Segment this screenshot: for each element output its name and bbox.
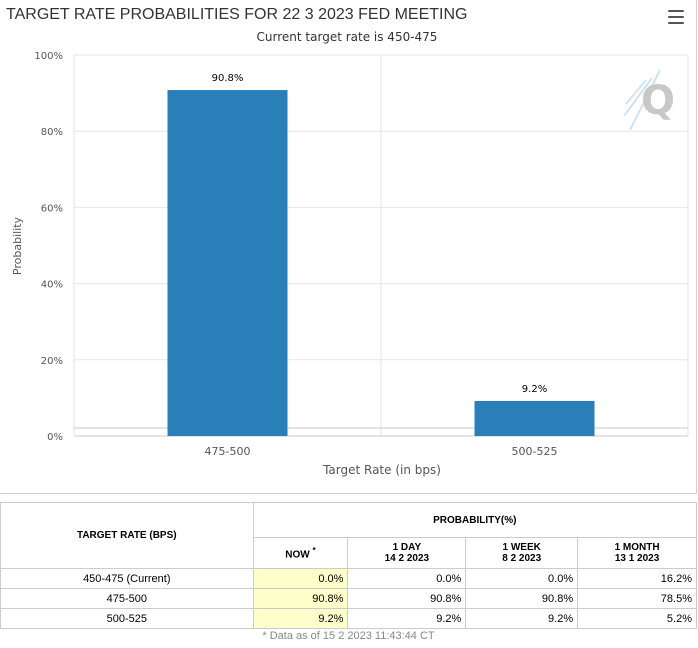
row-rate: 500-525 xyxy=(0,608,254,629)
col-1month: 1 MONTH 13 1 2023 xyxy=(577,537,697,569)
cell-1day: 90.8% xyxy=(347,588,467,609)
data-label: 90.8% xyxy=(212,73,244,84)
col-1week-date: 8 2 2023 xyxy=(502,553,542,564)
cell-now: 90.8% xyxy=(252,588,349,609)
table-row: 450-475 (Current) 0.0% 0.0% 0.0% 16.2% xyxy=(0,568,697,589)
quandl-logo: Q xyxy=(623,69,675,131)
cell-1week: 9.2% xyxy=(465,608,579,629)
cell-1month: 5.2% xyxy=(577,608,697,629)
cell-1day: 9.2% xyxy=(347,608,467,629)
col-1week: 1 WEEK 8 2 2023 xyxy=(465,537,579,569)
chart-svg: TARGET RATE PROBABILITIES FOR 22 3 2023 … xyxy=(6,6,689,477)
x-tick-label: 500-525 xyxy=(512,445,558,458)
col-1month-title: 1 MONTH xyxy=(614,542,660,553)
rate-header: TARGET RATE (BPS) xyxy=(0,502,254,569)
probability-table: TARGET RATE (BPS) PROBABILITY(%) NOW * 1… xyxy=(0,502,698,629)
data-label: 9.2% xyxy=(522,384,547,395)
chart-title: TARGET RATE PROBABILITIES FOR 22 3 2023 … xyxy=(6,6,467,23)
cell-1month: 16.2% xyxy=(577,568,697,589)
col-1day-date: 14 2 2023 xyxy=(384,553,430,564)
cell-1week: 90.8% xyxy=(465,588,579,609)
col-1day: 1 DAY 14 2 2023 xyxy=(347,537,467,569)
y-tick-label: 80% xyxy=(41,127,63,138)
y-tick-label: 20% xyxy=(41,356,63,367)
y-axis-ticks: 0% 20% 40% 60% 80% 100% xyxy=(34,51,63,443)
cell-now: 0.0% xyxy=(252,568,349,589)
probability-header: PROBABILITY(%) xyxy=(252,502,698,538)
col-now-mark: * xyxy=(312,545,316,556)
y-tick-label: 100% xyxy=(34,51,63,62)
cell-1month: 78.5% xyxy=(577,588,697,609)
x-axis-ticks: 475-500 500-525 xyxy=(205,445,558,458)
y-axis-label: Probability xyxy=(11,216,24,275)
y-tick-label: 60% xyxy=(41,203,63,214)
x-tick-label: 475-500 xyxy=(205,445,251,458)
bars: 90.8% 9.2% xyxy=(167,73,595,436)
col-1month-date: 13 1 2023 xyxy=(614,553,660,564)
x-axis-label: Target Rate (in bps) xyxy=(322,463,441,477)
y-tick-label: 40% xyxy=(41,280,63,291)
col-now: NOW * xyxy=(252,537,349,569)
bar-500-525[interactable] xyxy=(474,400,595,436)
chart-panel: TARGET RATE PROBABILITIES FOR 22 3 2023 … xyxy=(0,0,697,494)
col-now-label: NOW xyxy=(285,549,310,561)
grid-lines xyxy=(73,54,689,437)
cell-1day: 0.0% xyxy=(347,568,467,589)
hamburger-menu-icon[interactable] xyxy=(668,10,684,24)
y-tick-label: 0% xyxy=(47,432,63,443)
watermark-letter: Q xyxy=(641,78,675,124)
cell-now: 9.2% xyxy=(252,608,349,629)
col-1week-title: 1 WEEK xyxy=(502,542,541,553)
bar-475-500[interactable] xyxy=(167,90,288,436)
footnote: * Data as of 15 2 2023 11:43:44 CT xyxy=(262,630,435,642)
table-row: 500-525 9.2% 9.2% 9.2% 5.2% xyxy=(0,608,697,629)
chart-subtitle: Current target rate is 450-475 xyxy=(257,30,438,44)
row-rate: 450-475 (Current) xyxy=(0,568,254,589)
col-1day-title: 1 DAY xyxy=(392,542,422,553)
cell-1week: 0.0% xyxy=(465,568,579,589)
table-row: 475-500 90.8% 90.8% 90.8% 78.5% xyxy=(0,588,697,609)
row-rate: 475-500 xyxy=(0,588,254,609)
